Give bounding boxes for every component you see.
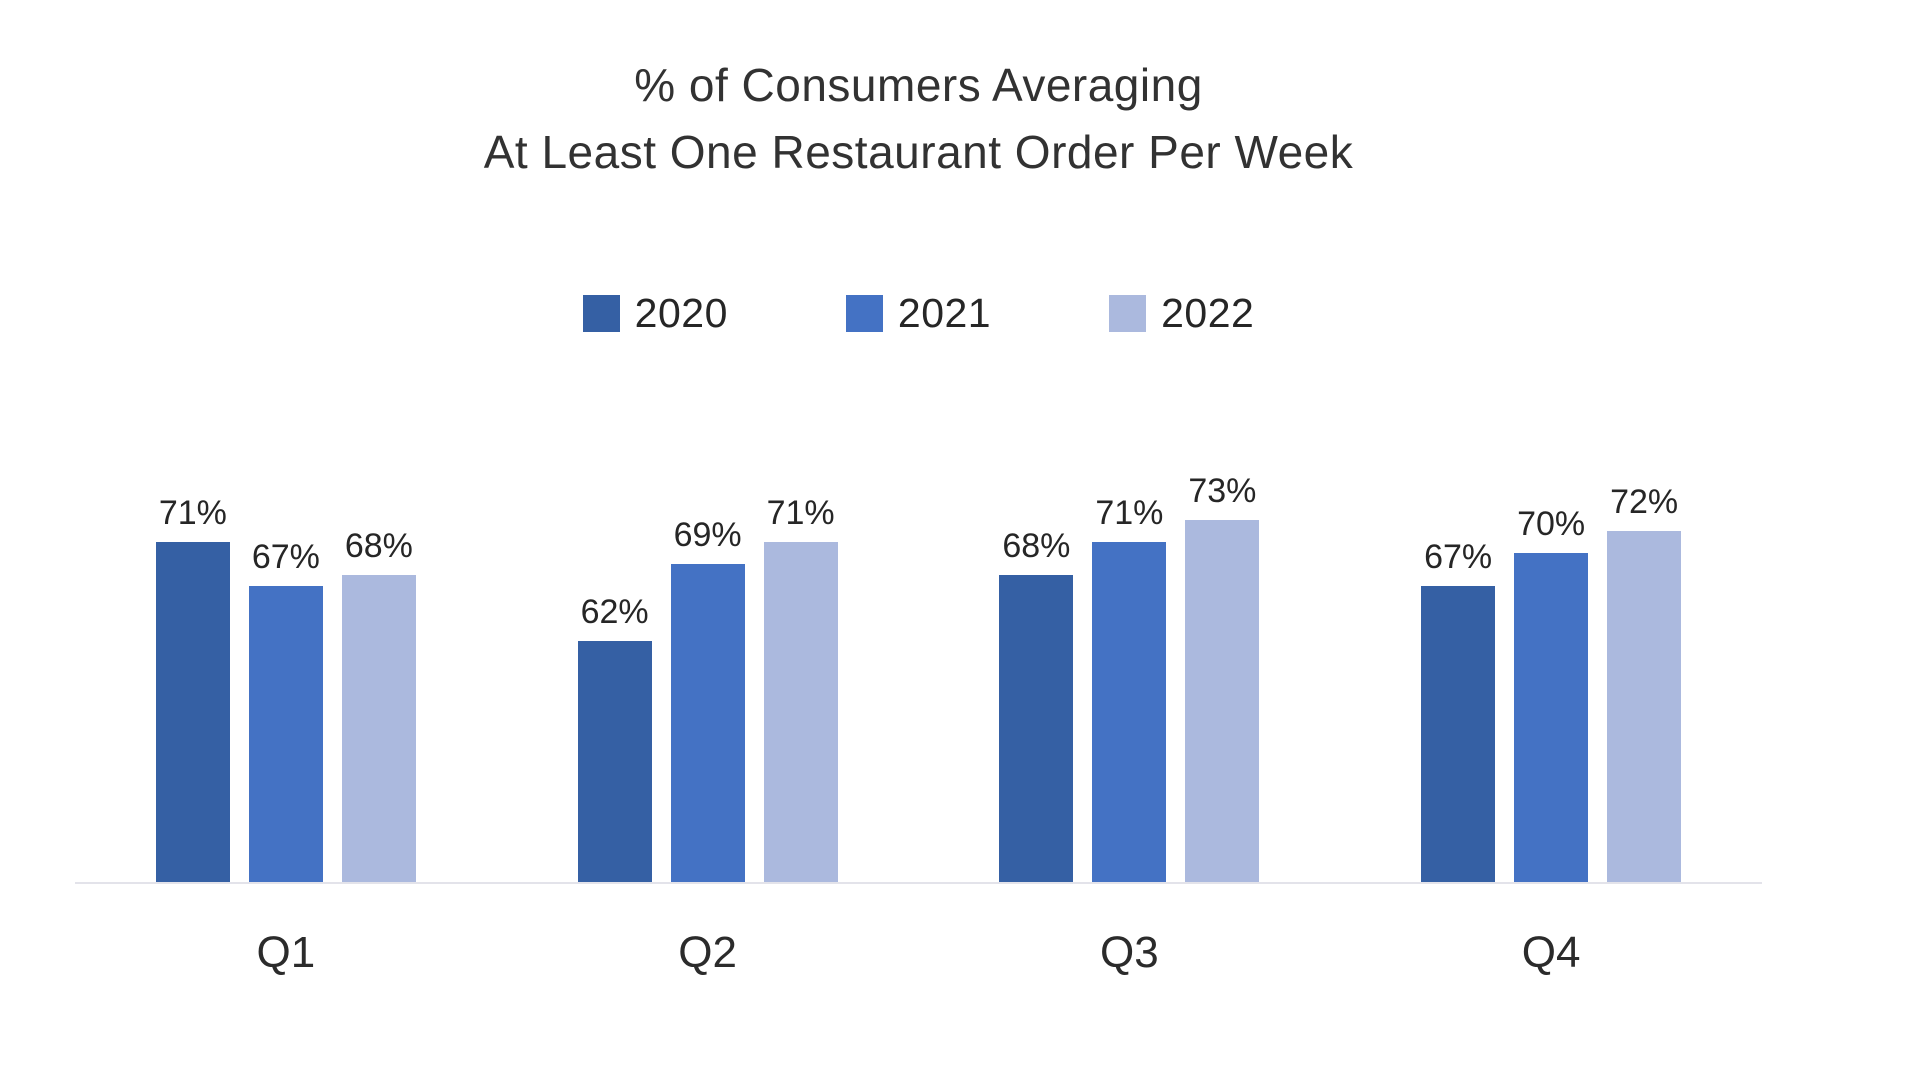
bar-q1-2020 (155, 542, 230, 883)
category-label-q1: Q1 (256, 928, 316, 977)
chart-title-line1: % of Consumers Averaging (634, 59, 1203, 111)
legend-item-2020: 2020 (582, 290, 728, 337)
bar-group-q3: 68% 71% 73% (919, 0, 1341, 883)
category-label-q2: Q2 (678, 928, 737, 977)
chart-legend: 2020 2021 2022 (75, 290, 1762, 337)
bar-wrap-q3-2021: 71% (1092, 494, 1167, 883)
bar-wrap-q1-2020: 71% (155, 494, 230, 883)
plot-area: 71% 67% 68% 62% 69% 71% 68% 71% 73% 67% 70% 72% (75, 0, 1762, 883)
bar-q1-2022 (341, 575, 416, 883)
bar-q4-2020 (1421, 586, 1496, 883)
bar-wrap-q2-2020: 62% (577, 593, 652, 883)
x-axis-line (75, 882, 1762, 884)
bar-value-label-q2-2021: 69% (673, 516, 742, 554)
bar-wrap-q3-2020: 68% (999, 527, 1074, 883)
bar-value-label-q1-2020: 71% (158, 494, 227, 532)
bar-wrap-q1-2021: 67% (248, 538, 323, 883)
bar-q2-2021 (670, 564, 745, 883)
bar-q2-2020 (577, 641, 652, 883)
bar-value-label-q4-2021: 70% (1517, 505, 1586, 543)
category-label-q4: Q4 (1521, 928, 1581, 977)
legend-swatch-2021 (845, 295, 883, 332)
bar-wrap-q1-2022: 68% (341, 527, 416, 883)
bar-q2-2022 (763, 542, 838, 883)
chart-title: % of Consumers Averaging At Least One Re… (75, 52, 1762, 186)
legend-swatch-2020 (582, 295, 620, 332)
legend-item-2021: 2021 (845, 290, 992, 337)
bar-wrap-q2-2021: 69% (670, 516, 745, 883)
legend-label-2021: 2021 (897, 290, 992, 336)
bar-q3-2020 (999, 575, 1074, 883)
bar-q1-2021 (248, 586, 323, 883)
bar-q3-2022 (1185, 520, 1260, 883)
bar-wrap-q2-2022: 71% (763, 494, 838, 883)
bar-q4-2021 (1514, 553, 1589, 883)
bar-wrap-q4-2022: 72% (1607, 483, 1682, 883)
category-label-q3: Q3 (1100, 928, 1159, 977)
bar-wrap-q4-2020: 67% (1421, 538, 1496, 883)
bar-value-label-q3-2021: 71% (1095, 494, 1164, 532)
bar-q3-2021 (1092, 542, 1167, 883)
bar-value-label-q2-2020: 62% (580, 593, 649, 631)
legend-item-2022: 2022 (1109, 290, 1254, 337)
legend-label-2020: 2020 (634, 290, 728, 336)
bar-value-label-q4-2022: 72% (1610, 483, 1679, 521)
chart-title-line2: At Least One Restaurant Order Per Week (483, 126, 1354, 178)
x-axis-labels: Q1 Q2 Q3 Q4 (75, 928, 1762, 978)
bar-group-q1: 71% 67% 68% (75, 0, 497, 883)
bar-value-label-q1-2022: 68% (344, 527, 413, 565)
bar-wrap-q4-2021: 70% (1514, 505, 1589, 883)
bar-wrap-q3-2022: 73% (1185, 472, 1260, 883)
bar-value-label-q3-2022: 73% (1188, 472, 1257, 510)
bar-q4-2022 (1607, 531, 1682, 883)
bar-group-q2: 62% 69% 71% (497, 0, 919, 883)
bar-value-label-q1-2021: 67% (251, 538, 320, 576)
bar-value-label-q3-2020: 68% (1002, 527, 1071, 565)
legend-label-2022: 2022 (1161, 290, 1255, 336)
legend-swatch-2022 (1109, 295, 1147, 332)
bar-value-label-q2-2022: 71% (766, 494, 835, 532)
bar-value-label-q4-2020: 67% (1424, 538, 1493, 576)
bar-group-q4: 67% 70% 72% (1340, 0, 1762, 883)
